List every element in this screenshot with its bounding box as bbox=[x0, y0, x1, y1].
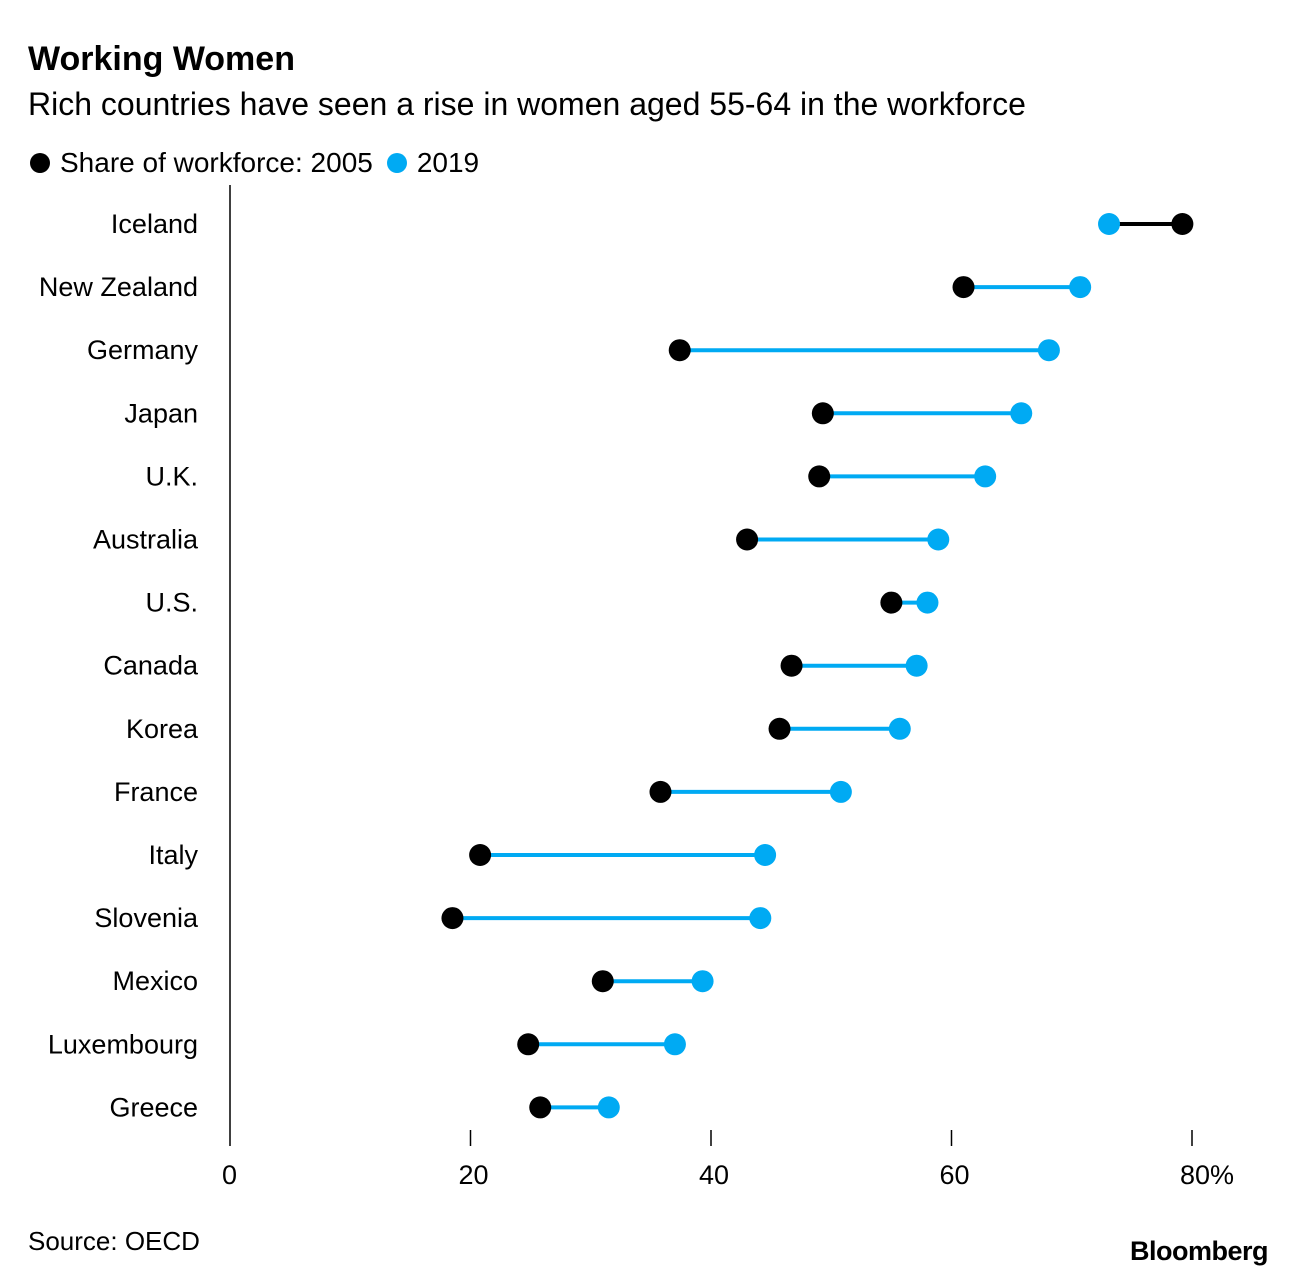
point-2019-australia bbox=[927, 528, 950, 551]
point-2019-u-s bbox=[916, 591, 939, 614]
category-label-italy: Italy bbox=[148, 840, 198, 870]
point-2005-japan bbox=[811, 402, 834, 425]
category-label-germany: Germany bbox=[87, 335, 199, 365]
x-tick-label-20: 20 bbox=[459, 1160, 489, 1190]
category-label-greece: Greece bbox=[109, 1092, 198, 1122]
category-label-u-s: U.S. bbox=[145, 588, 198, 618]
point-2005-korea bbox=[768, 717, 791, 740]
point-2019-luxembourg bbox=[663, 1033, 686, 1056]
point-2005-france bbox=[649, 780, 672, 803]
category-label-korea: Korea bbox=[126, 714, 199, 744]
category-label-u-k: U.K. bbox=[145, 461, 198, 491]
category-label-france: France bbox=[114, 777, 198, 807]
chart-title: Working Women bbox=[28, 40, 295, 78]
point-2019-france bbox=[829, 780, 852, 803]
point-2019-slovenia bbox=[749, 907, 772, 930]
x-tick-label-0: 0 bbox=[222, 1160, 237, 1190]
point-2005-mexico bbox=[591, 970, 614, 993]
point-2005-u-s bbox=[880, 591, 903, 614]
x-tick-label-40: 40 bbox=[699, 1160, 729, 1190]
point-2005-greece bbox=[529, 1096, 552, 1119]
legend-item-2019: 2019 bbox=[386, 147, 480, 179]
legend-label-2019: 2019 bbox=[416, 147, 480, 178]
category-label-new-zealand: New Zealand bbox=[39, 272, 198, 302]
legend: Share of workforce: 2005 2019 bbox=[30, 147, 493, 179]
point-2005-australia bbox=[736, 528, 759, 551]
category-label-japan: Japan bbox=[124, 398, 198, 428]
source-note: Source: OECD bbox=[28, 1226, 200, 1256]
point-2005-u-k bbox=[808, 465, 831, 488]
point-2019-canada bbox=[905, 654, 928, 677]
point-2019-japan bbox=[1010, 402, 1033, 425]
category-label-canada: Canada bbox=[103, 651, 199, 681]
legend-label-2005: Share of workforce: 2005 bbox=[60, 147, 373, 178]
category-label-luxembourg: Luxembourg bbox=[48, 1029, 198, 1059]
point-2019-korea bbox=[888, 717, 911, 740]
chart-subtitle: Rich countries have seen a rise in women… bbox=[28, 86, 1026, 122]
category-label-mexico: Mexico bbox=[112, 966, 198, 996]
point-2005-new-zealand bbox=[952, 276, 975, 299]
point-2019-u-k bbox=[974, 465, 997, 488]
x-tick-label-80: 80% bbox=[1180, 1160, 1234, 1190]
point-2005-luxembourg bbox=[517, 1033, 540, 1056]
point-2019-mexico bbox=[691, 970, 714, 993]
legend-dot-2005-icon bbox=[30, 153, 50, 173]
brand-logo: Bloomberg bbox=[1129, 1236, 1269, 1266]
point-2019-germany bbox=[1037, 339, 1060, 362]
category-label-australia: Australia bbox=[93, 525, 199, 555]
point-2019-greece bbox=[597, 1096, 620, 1119]
point-2005-iceland bbox=[1171, 213, 1194, 235]
legend-dot-2019-icon bbox=[386, 153, 407, 173]
point-2005-canada bbox=[780, 654, 803, 677]
point-2019-iceland bbox=[1098, 213, 1121, 235]
category-label-iceland: Iceland bbox=[111, 209, 198, 239]
category-label-slovenia: Slovenia bbox=[94, 903, 199, 933]
point-2019-italy bbox=[754, 844, 777, 866]
point-2019-new-zealand bbox=[1069, 276, 1092, 299]
point-2005-germany bbox=[668, 339, 691, 362]
x-tick-label-60: 60 bbox=[940, 1160, 970, 1190]
legend-item-2005: Share of workforce: 2005 bbox=[30, 147, 373, 179]
point-2005-slovenia bbox=[441, 907, 464, 930]
point-2005-italy bbox=[469, 844, 492, 866]
